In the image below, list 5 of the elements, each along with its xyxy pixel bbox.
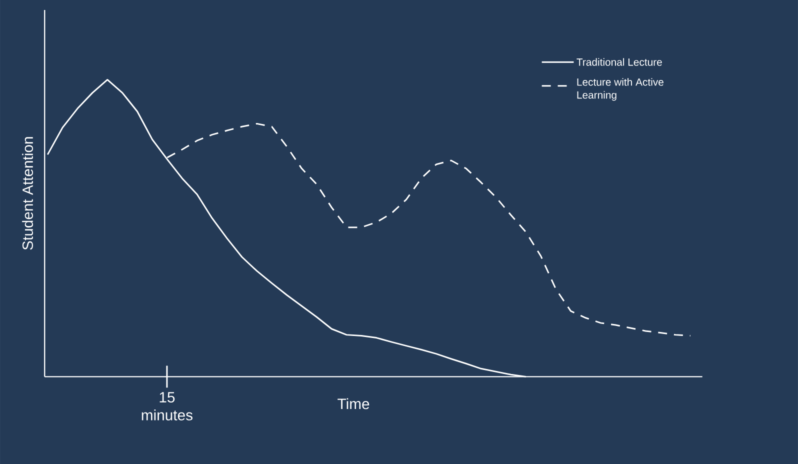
legend-label: Lecture with Active Learning	[577, 78, 664, 101]
text: 15 minutes	[142, 392, 192, 420]
x-axis-title: Time	[338, 398, 370, 409]
y-axis-title: Student Attention	[22, 136, 34, 250]
legend-label: Traditional Lecture	[576, 58, 662, 66]
